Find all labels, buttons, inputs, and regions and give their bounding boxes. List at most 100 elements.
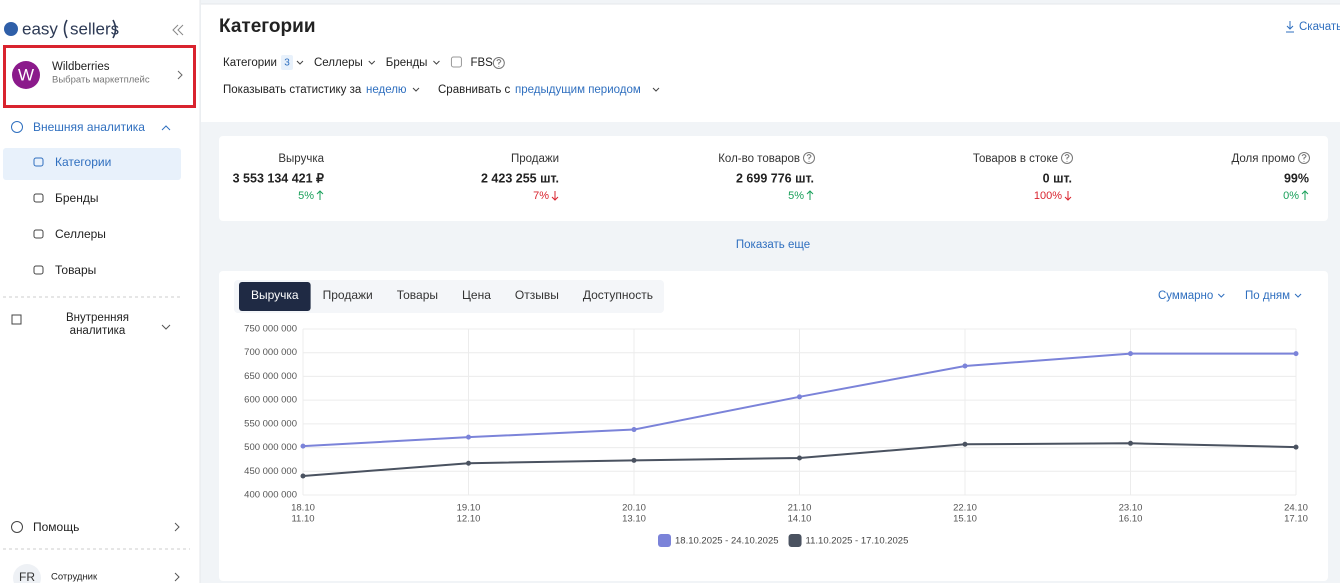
nav-section[interactable]: Внешняя аналитика (33, 120, 145, 134)
x-tick-label: 19.10 (457, 503, 481, 514)
chevron (368, 60, 376, 65)
x-tick-label-compare: 17.10 (1284, 514, 1308, 525)
data-point (300, 473, 306, 479)
download-link[interactable]: Скачать (1299, 21, 1340, 33)
tab[interactable]: Товары (397, 288, 438, 302)
trend-arrow (1301, 190, 1309, 200)
trend-arrow (316, 190, 324, 200)
chevron (161, 125, 171, 131)
nav-section[interactable]: Внутренняя аналитика (66, 312, 129, 337)
nav-item[interactable]: Бренды (55, 191, 98, 205)
metric-label: Доля промо (1231, 153, 1295, 165)
header-panel (201, 4, 1340, 122)
marketplace-subtitle: Выбрать маркетплейс (52, 75, 150, 86)
user-avatar (13, 564, 41, 583)
y-tick-label: 500 000 000 (244, 442, 297, 453)
data-point (466, 460, 471, 466)
y-tick-label: 400 000 000 (244, 490, 297, 501)
logo-mark (4, 22, 18, 36)
x-tick-label: 18.10 (291, 503, 315, 514)
compare-link[interactable]: предыдущим периодом (515, 84, 641, 96)
tabs: Выручка Продажи Товары Цена Отзывы Доступност… (239, 282, 1302, 311)
metric-change: 100% (1034, 190, 1062, 202)
tab-bar (234, 280, 664, 313)
box-icon (11, 314, 22, 325)
nav-item[interactable]: Товары (55, 263, 96, 277)
chevron (174, 572, 180, 582)
help-link[interactable]: Помощь (33, 520, 79, 534)
data-point (631, 427, 637, 433)
help-icon (11, 521, 23, 533)
x-tick-label: 22.10 (953, 503, 977, 514)
info-icon (1298, 152, 1310, 164)
tab-label: Цена (462, 288, 491, 302)
filter-badge-count: 3 (284, 58, 290, 69)
chevron (174, 522, 180, 532)
chart-card (219, 271, 1328, 581)
tab[interactable]: Цена (462, 288, 491, 302)
legend-swatch (658, 534, 671, 547)
nav-section-wrap: Внутренняя аналитика (66, 312, 129, 337)
page-title: Категории (219, 16, 316, 37)
metric-change: 5% (298, 190, 314, 202)
show-more[interactable]: Показать еще (736, 239, 810, 251)
download-icon (1286, 21, 1294, 33)
chevron (296, 60, 304, 65)
filter-badge (280, 55, 293, 70)
y-tick-label: 750 000 000 (244, 324, 297, 335)
trend-arrow (551, 191, 559, 201)
x-tick-label: 20.10 (622, 503, 646, 514)
data-point (797, 394, 802, 400)
chevron (177, 70, 183, 80)
info-icon (803, 152, 815, 164)
logo-brackets (63, 19, 117, 39)
data-point (1128, 351, 1133, 357)
filter-dropdown[interactable]: Селлеры (314, 57, 363, 69)
tab-label: Продажи (323, 288, 373, 302)
info-icon (492, 57, 505, 69)
data-point (962, 441, 968, 447)
chevron (1294, 293, 1302, 298)
x-tick-label: 24.10 (1284, 503, 1308, 514)
dropdown[interactable]: По дням (1245, 290, 1290, 302)
legend-item[interactable]: 11.10.2025 - 17.10.2025 (788, 534, 909, 547)
info-mark (1301, 154, 1307, 162)
tab[interactable]: Доступность (583, 288, 653, 302)
filter-dropdown[interactable]: Бренды (386, 57, 428, 69)
nav-item[interactable]: Селлеры (55, 227, 106, 241)
marketplace-avatar (12, 61, 40, 89)
chevron (1217, 293, 1225, 298)
checkbox[interactable] (450, 56, 462, 68)
tab-active-bg (239, 282, 311, 311)
filter-dropdown[interactable]: Категории (223, 57, 277, 69)
tab-label: Товары (397, 288, 438, 302)
metric-value: 2 423 255 шт. (481, 171, 559, 185)
period-prefix: Показывать статистику за (223, 84, 362, 96)
legend-item[interactable]: 18.10.2025 - 24.10.2025 (658, 534, 779, 547)
tab[interactable]: Продажи (323, 288, 373, 302)
metric-label: Продажи (511, 153, 559, 165)
globe-icon (11, 121, 23, 133)
dropdown[interactable]: Суммарно (1158, 290, 1213, 302)
nav-icon (33, 229, 44, 239)
y-tick-label: 450 000 000 (244, 466, 297, 477)
legend-label: 11.10.2025 - 17.10.2025 (806, 536, 909, 547)
legend-swatch (788, 534, 802, 547)
compare-prefix: Сравнивать с (438, 84, 511, 96)
marketplace-name: Wildberries (52, 61, 110, 73)
tab-label: Отзывы (515, 288, 559, 302)
tab[interactable]: Отзывы (515, 288, 559, 302)
tab-label: Доступность (583, 288, 653, 302)
metric-label: Товаров в стоке (973, 153, 1058, 165)
collapse-button[interactable] (172, 24, 184, 36)
period-link[interactable]: неделю (366, 84, 407, 96)
legend-label: 18.10.2025 - 24.10.2025 (675, 536, 779, 547)
x-tick-label-compare: 15.10 (953, 514, 977, 525)
chevron (412, 87, 660, 92)
chart: 400 000 000 450 000 000 500 000 000 550 000… (244, 324, 1308, 547)
nav-item[interactable]: Категории (55, 155, 111, 169)
data-point (1293, 351, 1299, 357)
y-tick-label: 700 000 000 (244, 347, 297, 358)
logo-text: easy (22, 19, 58, 38)
tab[interactable]: Выручка (239, 282, 311, 311)
